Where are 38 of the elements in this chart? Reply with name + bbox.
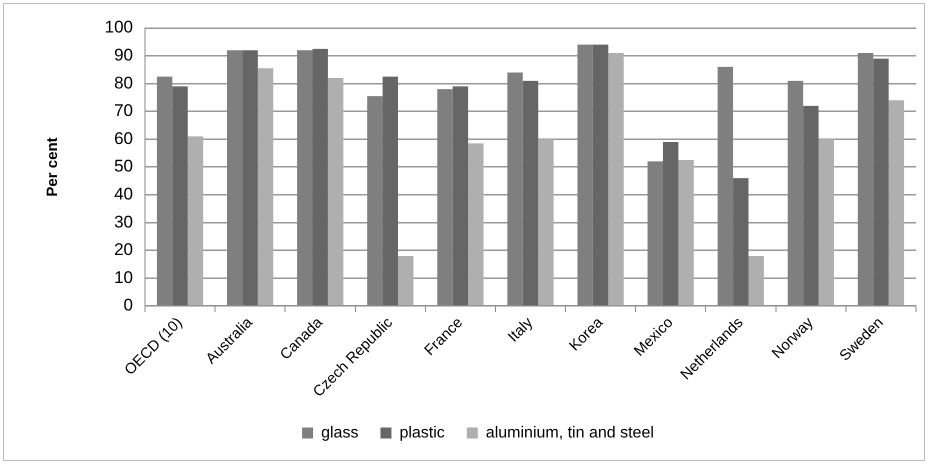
bar	[678, 160, 694, 306]
bar	[662, 142, 678, 306]
bar	[818, 139, 834, 306]
bar	[748, 256, 764, 306]
bar	[398, 256, 414, 306]
bar	[592, 44, 608, 306]
y-tick-label: 90	[114, 45, 133, 64]
y-tick-label: 20	[114, 240, 133, 260]
bar	[328, 78, 344, 306]
y-tick-label: 40	[114, 184, 133, 204]
y-tick-label: 10	[114, 268, 133, 287]
bar	[608, 53, 624, 306]
bar	[873, 58, 889, 306]
bar	[733, 178, 748, 306]
bar	[888, 100, 904, 306]
y-tick-label: 70	[114, 101, 133, 120]
y-tick-label: 50	[114, 156, 133, 176]
y-tick-label: 100	[104, 18, 133, 37]
bar	[242, 50, 258, 306]
y-tick-label: 80	[114, 73, 133, 92]
x-tick-label: Italy	[504, 314, 537, 346]
bar	[188, 136, 204, 306]
bar	[172, 86, 188, 306]
y-axis-title: Per cent	[44, 137, 62, 197]
y-tick-label: 30	[114, 212, 133, 232]
bar	[538, 139, 554, 306]
y-tick-label: 60	[114, 128, 133, 148]
bar	[258, 68, 274, 306]
legend-label: aluminium, tin and steel	[486, 424, 654, 442]
bar	[803, 106, 819, 306]
y-tick-label: 0	[124, 296, 133, 315]
bar	[468, 143, 484, 306]
bar	[382, 76, 398, 306]
bar	[522, 80, 538, 306]
legend-label: glass	[321, 424, 358, 442]
bar	[312, 48, 328, 306]
bar	[452, 86, 468, 306]
legend-label: plastic	[399, 424, 445, 442]
